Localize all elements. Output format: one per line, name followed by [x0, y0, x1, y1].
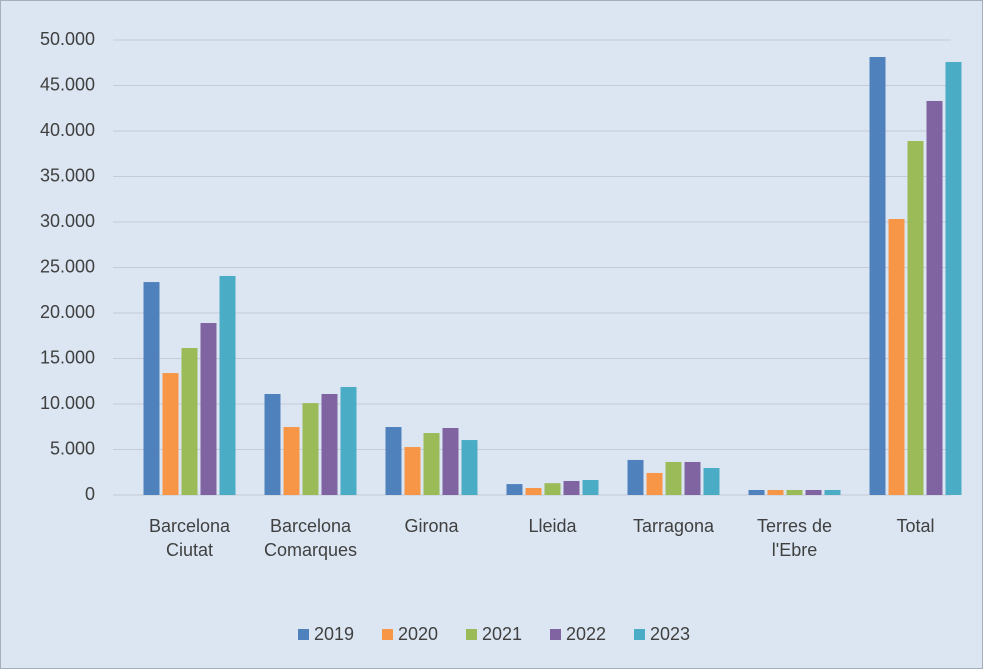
- bar: [869, 57, 886, 495]
- bar: [385, 427, 402, 495]
- legend-label: 2019: [314, 624, 354, 644]
- bar: [181, 348, 198, 495]
- bar: [544, 483, 561, 495]
- bar: [888, 218, 905, 495]
- legend-swatch: [382, 629, 393, 640]
- bar: [805, 489, 822, 495]
- x-tick-label: Barcelona Ciutat: [148, 516, 231, 560]
- bar: [200, 323, 217, 495]
- y-tick-label: 20.000: [40, 302, 95, 322]
- bar: [423, 433, 440, 495]
- bar: [442, 428, 459, 495]
- bar: [143, 282, 160, 495]
- bar: [525, 487, 542, 495]
- legend-label: 2023: [650, 624, 690, 644]
- x-tick-label: Girona: [404, 516, 459, 536]
- bar: [162, 373, 179, 495]
- legend-swatch: [298, 629, 309, 640]
- y-tick-label: 15.000: [40, 347, 95, 367]
- legend-swatch: [634, 629, 645, 640]
- y-tick-label: 50.000: [40, 29, 95, 49]
- bar: [646, 472, 663, 495]
- bar: [404, 447, 421, 495]
- bar: [767, 489, 784, 495]
- x-tick-label: Lleida: [528, 516, 577, 536]
- bar: [665, 461, 682, 495]
- x-tick-label: Total: [896, 516, 935, 536]
- bar: [703, 467, 720, 495]
- legend-label: 2020: [398, 624, 438, 644]
- y-tick-label: 45.000: [40, 74, 95, 94]
- y-tick-label: 10.000: [40, 393, 95, 413]
- bar: [684, 461, 701, 495]
- bar: [582, 479, 599, 495]
- bar: [219, 275, 236, 495]
- bar: [824, 489, 841, 495]
- y-tick-label: 35.000: [40, 165, 95, 185]
- bar: [945, 62, 962, 495]
- bar: [627, 459, 644, 495]
- y-tick-label: 25.000: [40, 256, 95, 276]
- bar: [321, 393, 338, 495]
- bar: [461, 440, 478, 495]
- y-tick-label: 40.000: [40, 120, 95, 140]
- bar: [283, 427, 300, 495]
- x-tick-label: Barcelona Comarques: [263, 516, 358, 560]
- legend-label: 2021: [482, 624, 522, 644]
- bar: [340, 386, 357, 495]
- legend-label: 2022: [566, 624, 606, 644]
- y-tick-label: 30.000: [40, 211, 95, 231]
- x-tick-label: Tarragona: [632, 516, 715, 536]
- bar: [264, 393, 281, 495]
- bar: [926, 100, 943, 495]
- bar: [302, 403, 319, 495]
- x-tick-label: Terres de l'Ebre: [756, 516, 833, 560]
- y-tick-label: 0: [85, 484, 95, 504]
- bar: [786, 489, 803, 495]
- bar: [907, 141, 924, 495]
- legend-swatch: [550, 629, 561, 640]
- bar: [506, 484, 523, 495]
- bar: [563, 480, 580, 495]
- y-tick-label: 5.000: [50, 438, 95, 458]
- legend-swatch: [466, 629, 477, 640]
- bar: [748, 489, 765, 495]
